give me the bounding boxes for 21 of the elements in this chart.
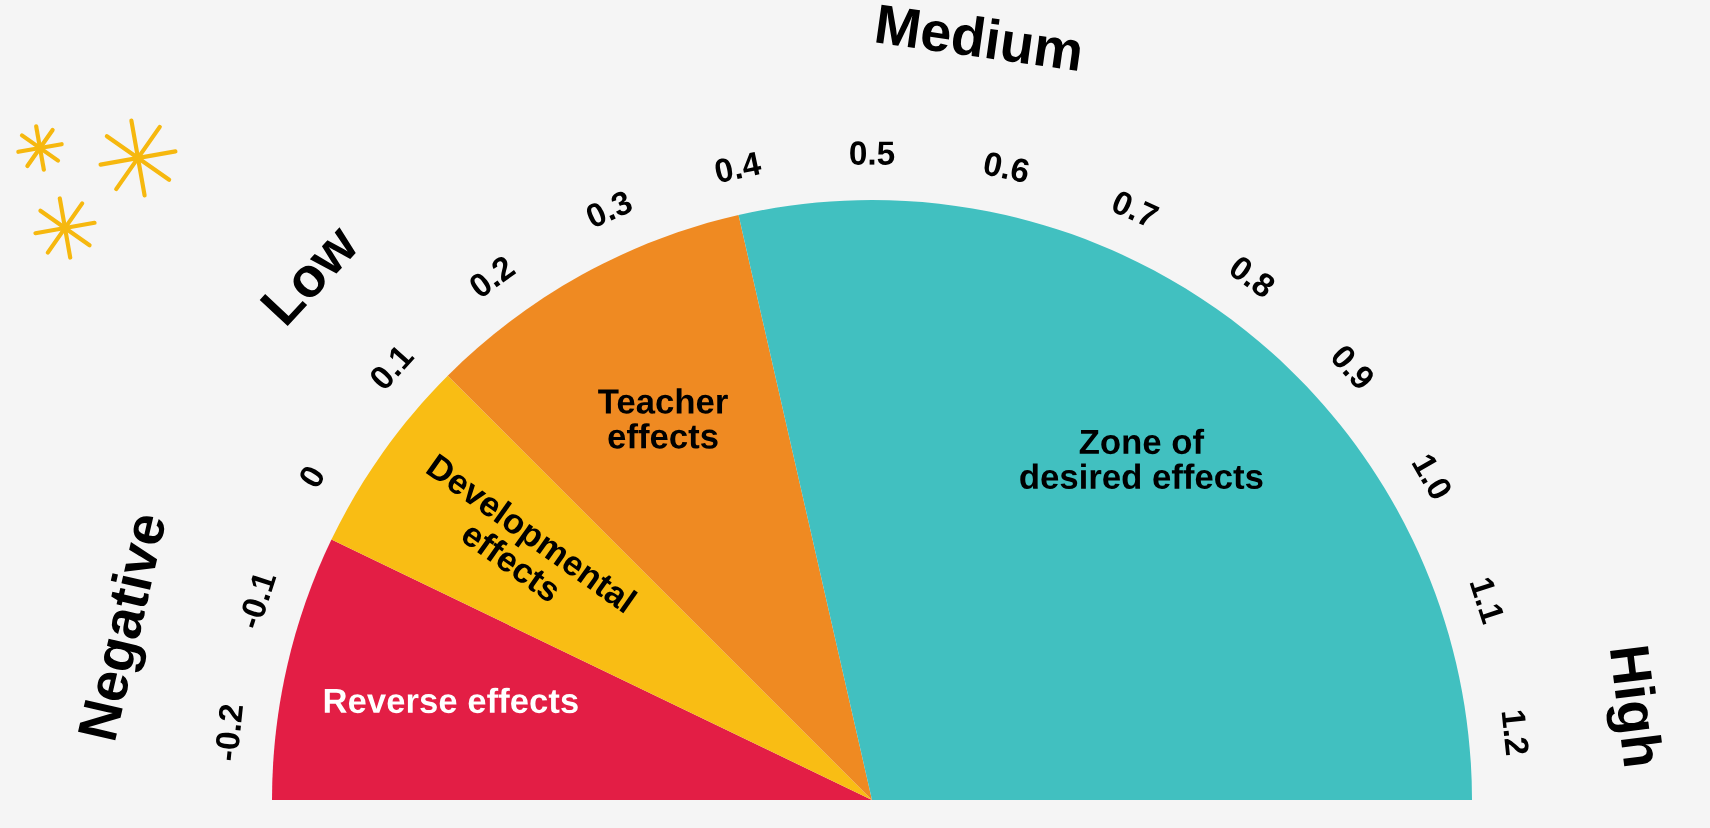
text: 0.5 (850, 141, 895, 165)
text: 0 (297, 463, 326, 490)
text: 0.1 (367, 342, 415, 392)
slice-label: Zone of desired effects (1020, 428, 1263, 490)
text: 0.2 (467, 254, 517, 300)
text: High (1598, 646, 1665, 768)
text: -0.1 (237, 570, 277, 630)
text: 0.7 (1110, 189, 1160, 229)
slice-label: Reverse effects (324, 687, 578, 714)
text: Negative (76, 511, 178, 743)
text: 0.4 (713, 150, 763, 184)
text: 0.8 (1227, 254, 1278, 300)
text: 1.1 (1469, 576, 1505, 625)
text: 1.2 (1501, 710, 1530, 756)
text: Medium (876, 2, 1083, 72)
text: -0.2 (214, 703, 244, 761)
text: 0.6 (982, 151, 1031, 184)
text: 0.3 (584, 189, 634, 229)
slice-label: Teacher effects (598, 388, 728, 449)
text: 1.0 (1411, 452, 1454, 502)
text: 0.9 (1329, 343, 1377, 392)
